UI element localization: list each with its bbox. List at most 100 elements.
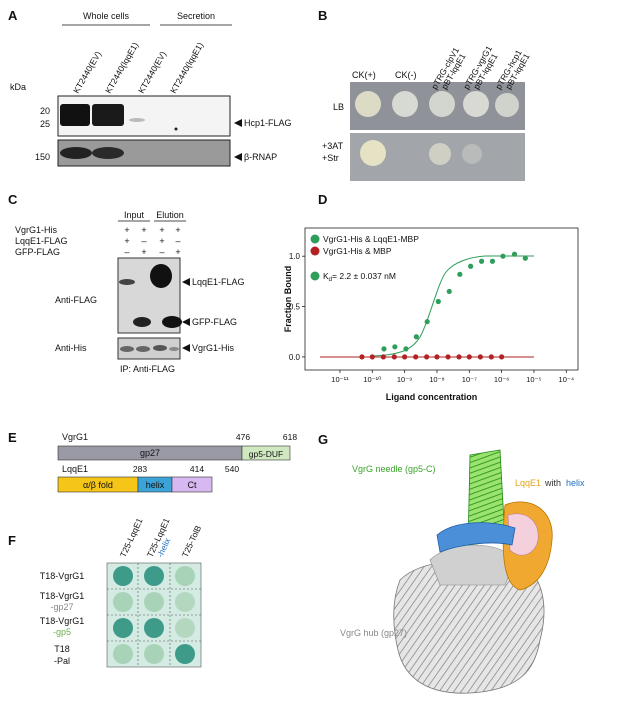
colony bbox=[429, 143, 451, 165]
position-label: 476 bbox=[236, 432, 250, 442]
band-label: β-RNAP bbox=[244, 152, 277, 162]
blot-band bbox=[169, 347, 179, 351]
data-point bbox=[413, 334, 419, 340]
x-tick-label: 10⁻⁴ bbox=[559, 375, 575, 384]
domain-label: helix bbox=[146, 480, 165, 490]
panel-b-art bbox=[350, 82, 525, 181]
marker-label: 150 bbox=[35, 152, 50, 162]
sign: + bbox=[175, 247, 180, 257]
annotation-part: d bbox=[329, 277, 332, 283]
row-label: +Str bbox=[322, 153, 339, 163]
data-point bbox=[391, 354, 397, 360]
data-point bbox=[446, 288, 452, 295]
domain-box bbox=[171, 476, 213, 493]
colony bbox=[360, 140, 386, 166]
data-point bbox=[424, 354, 430, 360]
sign: + bbox=[141, 225, 146, 235]
row-label: VgrG1-His bbox=[15, 225, 58, 235]
marker-label: 20 bbox=[40, 106, 50, 116]
legend-entry: VgrG1-His & MBP bbox=[323, 246, 392, 256]
plot-frame bbox=[304, 227, 579, 371]
lane-label: KT2440(EV) bbox=[136, 49, 168, 95]
blot-band bbox=[60, 104, 90, 126]
annotation-marker bbox=[310, 271, 320, 281]
data-point bbox=[424, 319, 430, 325]
row-label: GFP-FLAG bbox=[15, 247, 60, 257]
arrow bbox=[234, 153, 242, 161]
data-point bbox=[380, 354, 386, 360]
band-label: Hcp1-FLAG bbox=[244, 118, 292, 128]
position-label: 283 bbox=[133, 464, 147, 474]
lane-label: KT2440(EV) bbox=[71, 49, 103, 95]
data-point bbox=[489, 258, 496, 264]
group-label: Secretion bbox=[177, 11, 215, 21]
data-point bbox=[488, 354, 494, 360]
data-point bbox=[522, 255, 528, 261]
data-point bbox=[511, 251, 518, 257]
sign: + bbox=[159, 236, 164, 246]
data-point bbox=[369, 354, 375, 360]
group-label: Elution bbox=[156, 210, 184, 220]
row-label: T18 bbox=[54, 644, 70, 654]
lane-label: KT2440(lqqE1) bbox=[103, 40, 140, 95]
blot-label: Anti-FLAG bbox=[55, 295, 97, 305]
panel-a-art bbox=[57, 24, 242, 167]
domain-label: Ct bbox=[188, 480, 197, 490]
legend-marker bbox=[310, 234, 320, 244]
panel-c-art bbox=[117, 220, 190, 360]
panel-label: F bbox=[8, 533, 16, 548]
helix bbox=[436, 522, 516, 553]
data-point bbox=[381, 346, 387, 352]
fit-curve bbox=[371, 255, 534, 357]
arrow bbox=[182, 318, 190, 326]
blot-band bbox=[120, 346, 134, 352]
sign: – bbox=[124, 247, 129, 257]
colony bbox=[463, 91, 489, 117]
blot-label: Anti-His bbox=[55, 343, 87, 353]
grid-lines bbox=[107, 563, 201, 667]
marker-label: 25 bbox=[40, 119, 50, 129]
y-tick-label: 0.5 bbox=[289, 303, 301, 312]
sign: + bbox=[159, 225, 164, 235]
data-point bbox=[402, 354, 408, 360]
structure-label: with bbox=[544, 478, 561, 488]
data-point bbox=[499, 354, 505, 360]
y-tick-label: 0.0 bbox=[289, 353, 301, 362]
blot-band bbox=[133, 317, 151, 327]
row-label: T18-VgrG1 bbox=[40, 616, 85, 626]
panel-label: C bbox=[8, 192, 18, 207]
annotation: Kd= 2.2 ± 0.037 nM bbox=[323, 271, 396, 283]
panel-label: G bbox=[318, 432, 328, 447]
colony bbox=[429, 91, 455, 117]
position-label: 540 bbox=[225, 464, 239, 474]
blot-band bbox=[162, 316, 182, 328]
column-label: T25-LqqE1 bbox=[118, 516, 145, 559]
arrow bbox=[182, 278, 190, 286]
sign: – bbox=[159, 247, 164, 257]
data-point bbox=[435, 298, 441, 305]
row-label: -Pal bbox=[54, 656, 70, 666]
blot-spot bbox=[174, 127, 178, 131]
row-label: -gp27 bbox=[50, 602, 73, 612]
position-label: 618 bbox=[283, 432, 297, 442]
row-label: -gp5 bbox=[53, 627, 71, 637]
sign: + bbox=[124, 225, 129, 235]
lqqe1-inner bbox=[507, 513, 539, 556]
footer-label: IP: Anti-FLAG bbox=[120, 364, 175, 374]
column-label: CK(+) bbox=[352, 70, 376, 80]
data-point bbox=[477, 354, 483, 360]
unit-label: kDa bbox=[10, 82, 26, 92]
spots bbox=[113, 566, 195, 664]
row-label: T18-VgrG1 bbox=[40, 591, 85, 601]
colony bbox=[355, 91, 381, 117]
sign: – bbox=[141, 236, 146, 246]
protein-name: LqqE1 bbox=[62, 464, 88, 474]
annotation-part: K bbox=[323, 271, 329, 281]
lane-label: KT2440(lqqE1) bbox=[168, 40, 205, 95]
structure bbox=[393, 449, 553, 694]
protein-name: VgrG1 bbox=[62, 432, 88, 442]
data-point bbox=[466, 354, 472, 360]
row-label: T18-VgrG1 bbox=[40, 571, 85, 581]
data-point bbox=[500, 253, 506, 259]
x-tick-label: 10⁻⁷ bbox=[462, 375, 477, 384]
